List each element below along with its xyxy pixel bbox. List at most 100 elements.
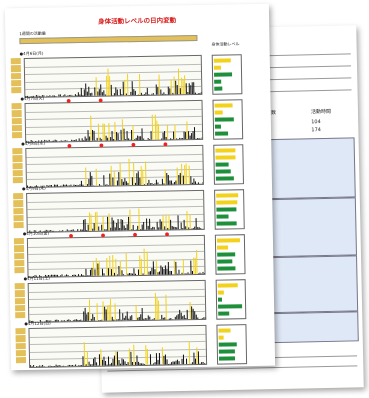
activity-bar: [174, 316, 176, 320]
activity-bar: [71, 139, 73, 142]
activity-bar: [198, 138, 200, 139]
activity-bar: [46, 275, 48, 277]
activity-bar: [97, 91, 99, 96]
activity-bar: [177, 68, 180, 95]
side-header: 身体活動レベル: [211, 41, 240, 47]
activity-bar: [129, 316, 131, 321]
activity-bar: [187, 272, 189, 275]
activity-bar: [91, 364, 93, 366]
activity-bar: [201, 137, 203, 139]
activity-bar: [107, 268, 110, 276]
activity-bar: [86, 351, 89, 366]
activity-bar: [135, 229, 137, 231]
activity-bar: [178, 361, 180, 365]
activity-bar: [96, 137, 98, 141]
activity-bar: [185, 226, 187, 230]
activity-bar: [151, 182, 153, 185]
activity-bar: [45, 274, 47, 277]
activity-bar: [86, 314, 88, 321]
activity-bar: [55, 274, 57, 277]
activity-bar: [40, 365, 42, 367]
activity-bar: [138, 208, 140, 231]
page-title: 身体活動レベルの日内変動: [98, 16, 177, 26]
activity-bar: [56, 184, 58, 187]
activity-bar: [47, 185, 49, 187]
activity-bar: [151, 267, 153, 275]
activity-bar: [186, 211, 188, 230]
activity-bar: [107, 356, 110, 366]
activity-bar: [169, 363, 171, 365]
activity-bar: [82, 184, 84, 187]
activity-bar: [67, 274, 69, 277]
histogram-bar: [214, 117, 234, 122]
activity-bar: [155, 353, 158, 365]
activity-bar: [45, 229, 47, 232]
activity-bar: [83, 342, 86, 367]
activity-bar: [62, 184, 64, 187]
activity-bar: [137, 269, 140, 276]
activity-bar: [103, 90, 105, 96]
activity-bar: [146, 218, 148, 230]
activity-bar: [85, 83, 87, 96]
activity-bar: [86, 138, 88, 141]
activity-bar: [77, 229, 79, 232]
histogram-bar: [216, 200, 238, 205]
activity-bar: [185, 132, 187, 140]
activity-bar: [40, 276, 42, 277]
activity-bar: [148, 179, 150, 185]
activity-bar: [68, 95, 70, 97]
activity-bar: [204, 317, 206, 319]
activity-bar: [78, 365, 80, 367]
activity-bar: [126, 363, 128, 366]
front-sheet: 身体活動レベルの日内変動 1週間の活動量 身体活動レベル ●4月6日(月) ●4月…: [4, 3, 276, 371]
activity-bar: [113, 272, 116, 276]
activity-bar: [98, 226, 100, 231]
activity-bar: [40, 96, 42, 97]
activity-bar: [53, 95, 55, 97]
activity-bar: [122, 313, 124, 321]
activity-bar: [115, 258, 117, 276]
day-charts: ●4月6日(月) ●4月7日(火) ● ● ●4月8日(水) ● ● ● ● ●4月9日(木) ●4…: [5, 4, 269, 368]
activity-bar: [199, 272, 201, 274]
histogram-bar: [214, 103, 233, 108]
activity-bar: [113, 220, 115, 231]
activity-bar: [78, 274, 80, 277]
histogram-bar: [217, 290, 224, 295]
activity-bar: [33, 276, 35, 277]
activity-bar: [200, 91, 202, 94]
activity-bar: [195, 218, 197, 230]
activity-bar: [162, 317, 164, 320]
activity-bar: [90, 115, 92, 141]
activity-bar: [149, 183, 151, 185]
activity-bar: [176, 167, 178, 185]
activity-bar: [47, 230, 49, 232]
activity-bar: [93, 223, 95, 231]
activity-bar: [137, 135, 139, 141]
activity-bar: [159, 219, 161, 230]
activity-bar: [161, 314, 163, 320]
activity-bar: [149, 354, 152, 365]
activity-bar: [193, 352, 195, 365]
activity-bar: [36, 275, 38, 277]
activity-bar: [175, 180, 177, 185]
activity-bar: [71, 229, 73, 232]
activity-bar: [101, 92, 103, 96]
activity-bar: [66, 274, 68, 277]
activity-bar: [87, 130, 89, 141]
activity-bar: [194, 226, 196, 230]
activity-bar: [72, 320, 74, 322]
activity-bar: [125, 139, 127, 141]
activity-bar: [153, 363, 155, 365]
activity-bar: [117, 219, 119, 231]
activity-bar: [164, 169, 166, 185]
activity-bar: [38, 95, 40, 97]
activity-bar: [161, 221, 163, 230]
activity-bar: [175, 261, 177, 275]
activity-bar: [186, 121, 188, 140]
activity-bar: [123, 225, 125, 231]
histogram-bar: [218, 304, 242, 309]
histogram-bar: [218, 311, 229, 316]
histogram-bar: [213, 65, 222, 70]
activity-bar: [31, 186, 33, 187]
activity-band: [23, 54, 203, 99]
